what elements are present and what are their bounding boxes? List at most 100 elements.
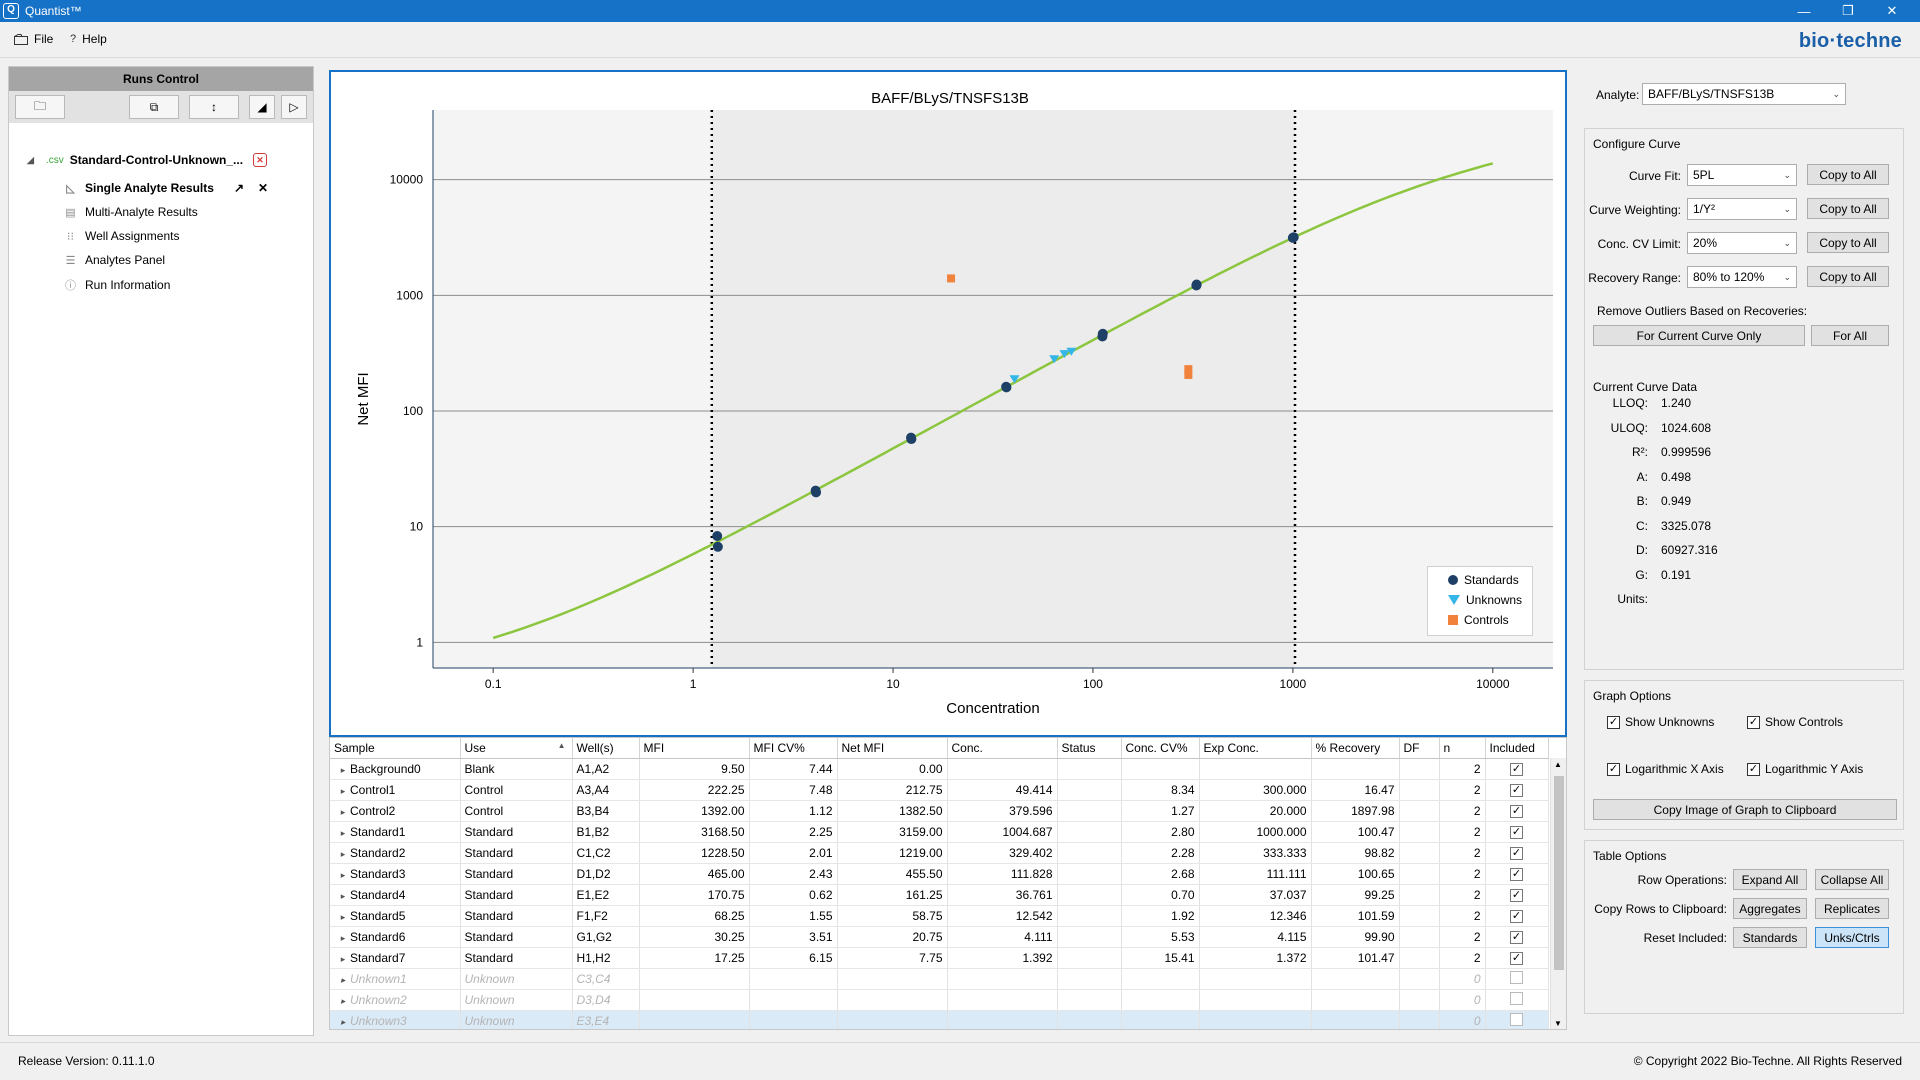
duplicate-button[interactable]: ⧉	[129, 95, 179, 119]
tree-item-multi-analyte[interactable]: ▤ Multi-Analyte Results	[64, 205, 197, 219]
expand-row-icon[interactable]: ▸	[340, 785, 346, 796]
tree-item-well-assignments[interactable]: ⁝⁝ Well Assignments	[64, 229, 179, 243]
copy-recovery-button[interactable]: Copy to All	[1807, 266, 1889, 287]
log-y-checkbox[interactable]: ✓ Logarithmic Y Axis	[1747, 762, 1863, 776]
column-header[interactable]: Conc. CV%	[1121, 738, 1200, 759]
tree-run-node[interactable]: ◢ .csv Standard-Control-Unknown_... ✕	[27, 153, 268, 167]
copy-cv-button[interactable]: Copy to All	[1807, 232, 1889, 253]
included-checkbox[interactable]	[1510, 1012, 1523, 1026]
collapse-button[interactable]: ◢	[249, 95, 275, 119]
table-row[interactable]: ▸ Control1 Control A3,A4 222.25 7.48 212.75 49.…	[330, 779, 1549, 801]
column-header[interactable]: Use ▲	[460, 738, 573, 759]
standard-point[interactable]	[906, 434, 917, 445]
scroll-down-icon[interactable]: ▼	[1554, 1019, 1562, 1028]
expand-row-icon[interactable]: ▸	[340, 827, 346, 838]
table-cell[interactable]: ✓	[1485, 821, 1549, 843]
open-folder-button[interactable]: 🗀	[15, 95, 65, 119]
restore-button[interactable]: ❐	[1842, 3, 1854, 18]
included-checkbox[interactable]: ✓	[1510, 931, 1523, 944]
expand-row-icon[interactable]: ▸	[340, 911, 346, 922]
analyte-select[interactable]: BAFF/BLyS/TNSFS13B ⌄	[1642, 83, 1846, 105]
included-checkbox[interactable]: ✓	[1510, 805, 1523, 818]
log-x-checkbox[interactable]: ✓ Logarithmic X Axis	[1607, 762, 1724, 776]
table-cell[interactable]: ✓	[1485, 884, 1549, 906]
unknown-point[interactable]	[1049, 355, 1060, 364]
expand-row-icon[interactable]: ▸	[340, 974, 346, 985]
table-row[interactable]: ▸ Standard3 Standard D1,D2 465.00 2.43 455.50 1…	[330, 863, 1549, 885]
copy-curve-fit-button[interactable]: Copy to All	[1807, 164, 1889, 185]
help-menu[interactable]: ? Help	[70, 32, 107, 46]
expand-row-icon[interactable]: ▸	[340, 995, 346, 1006]
included-checkbox[interactable]	[1510, 970, 1523, 984]
expand-row-icon[interactable]: ▸	[340, 869, 346, 880]
standard-point[interactable]	[1191, 280, 1202, 291]
table-cell[interactable]	[1485, 968, 1549, 990]
table-cell[interactable]: ✓	[1485, 926, 1549, 948]
remove-outliers-all-button[interactable]: For All	[1811, 325, 1889, 346]
tree-item-single-analyte[interactable]: ◺ Single Analyte Results ↗ ✕	[64, 181, 268, 195]
column-header[interactable]: % Recovery	[1311, 738, 1400, 759]
copy-weighting-button[interactable]: Copy to All	[1807, 198, 1889, 219]
column-header[interactable]: Included	[1485, 738, 1549, 759]
table-row[interactable]: ▸ Unknown1 Unknown C3,C4 0	[330, 968, 1549, 990]
expand-row-icon[interactable]: ▸	[340, 890, 346, 901]
table-cell[interactable]	[1485, 989, 1549, 1011]
copy-graph-image-button[interactable]: Copy Image of Graph to Clipboard	[1593, 799, 1897, 820]
column-header[interactable]: Status	[1057, 738, 1122, 759]
standard-point[interactable]	[1287, 232, 1298, 243]
table-row[interactable]: ▸ Standard6 Standard G1,G2 30.25 3.51 20.75 4.1…	[330, 926, 1549, 948]
cv-limit-select[interactable]: 20% ⌄	[1687, 232, 1797, 254]
close-button[interactable]: ✕	[1886, 3, 1898, 18]
unknown-point[interactable]	[1009, 375, 1020, 384]
table-row[interactable]: ▸ Standard5 Standard F1,F2 68.25 1.55 58.75 12.…	[330, 905, 1549, 927]
column-header[interactable]: Net MFI	[837, 738, 948, 759]
control-point[interactable]	[1184, 370, 1193, 379]
included-checkbox[interactable]: ✓	[1510, 763, 1523, 776]
table-row[interactable]: ▸ Unknown2 Unknown D3,D4 0	[330, 989, 1549, 1011]
column-header[interactable]: n	[1439, 738, 1486, 759]
included-checkbox[interactable]: ✓	[1510, 847, 1523, 860]
scroll-thumb[interactable]	[1554, 776, 1564, 970]
column-header[interactable]: MFI	[639, 738, 750, 759]
table-cell[interactable]: ✓	[1485, 905, 1549, 927]
show-controls-checkbox[interactable]: ✓ Show Controls	[1747, 715, 1843, 729]
expand-all-button[interactable]: Expand All	[1733, 869, 1807, 890]
table-row[interactable]: ▸ Background0 Blank A1,A2 9.50 7.44 0.00 2 ✓	[330, 758, 1549, 780]
standard-point[interactable]	[712, 531, 723, 542]
expand-row-icon[interactable]: ▸	[340, 1016, 346, 1027]
recovery-range-select[interactable]: 80% to 120% ⌄	[1687, 266, 1797, 288]
table-row[interactable]: ▸ Control2 Control B3,B4 1392.00 1.12 1382.50 3…	[330, 800, 1549, 822]
expand-row-icon[interactable]: ▸	[340, 848, 346, 859]
tree-item-analytes-panel[interactable]: ☰ Analytes Panel	[64, 253, 166, 267]
table-cell[interactable]: ✓	[1485, 842, 1549, 864]
included-checkbox[interactable]: ✓	[1510, 889, 1523, 902]
control-point[interactable]	[1184, 365, 1193, 374]
curve-fit-select[interactable]: 5PL ⌄	[1687, 164, 1797, 186]
close-tab-icon[interactable]: ✕	[258, 181, 269, 195]
show-unknowns-checkbox[interactable]: ✓ Show Unknowns	[1607, 715, 1714, 729]
pin-icon[interactable]: ↗	[233, 181, 244, 195]
collapse-all-button[interactable]: Collapse All	[1815, 869, 1889, 890]
tree-item-run-information[interactable]: ⓘ Run Information	[64, 277, 170, 293]
copy-aggregates-button[interactable]: Aggregates	[1733, 898, 1807, 919]
included-checkbox[interactable]: ✓	[1510, 868, 1523, 881]
table-row[interactable]: ▸ Standard4 Standard E1,E2 170.75 0.62 161.25 3…	[330, 884, 1549, 906]
expand-row-icon[interactable]: ▸	[340, 953, 346, 964]
curve-weighting-select[interactable]: 1/Y² ⌄	[1687, 198, 1797, 220]
unknown-point[interactable]	[1066, 347, 1077, 356]
expand-row-icon[interactable]: ▸	[340, 764, 346, 775]
column-header[interactable]: Conc.	[947, 738, 1058, 759]
copy-replicates-button[interactable]: Replicates	[1815, 898, 1889, 919]
reset-standards-button[interactable]: Standards	[1733, 927, 1807, 948]
standard-point[interactable]	[1001, 382, 1012, 393]
standard-point[interactable]	[712, 541, 723, 552]
table-cell[interactable]: ✓	[1485, 863, 1549, 885]
included-checkbox[interactable]: ✓	[1510, 910, 1523, 923]
table-cell[interactable]	[1485, 1010, 1549, 1029]
expand-row-icon[interactable]: ▸	[340, 932, 346, 943]
column-header[interactable]: Sample	[330, 738, 461, 759]
column-header[interactable]: MFI CV%	[749, 738, 838, 759]
table-cell[interactable]: ✓	[1485, 758, 1549, 780]
minimize-button[interactable]: —	[1797, 3, 1811, 19]
run-button[interactable]: ▷	[281, 95, 307, 119]
